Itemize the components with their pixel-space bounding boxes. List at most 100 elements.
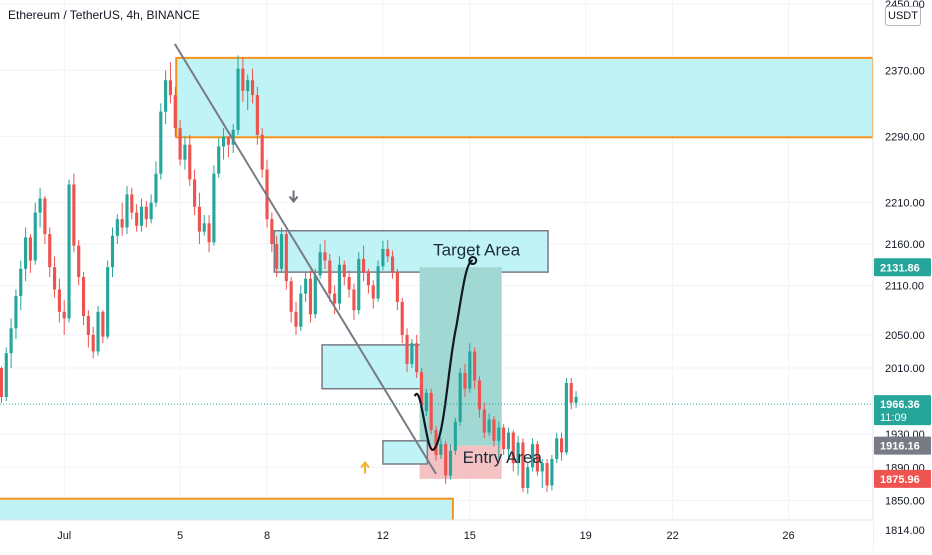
drawings: Target Area Entry Area — [0, 43, 873, 475]
y-tick-label: 2010.00 — [885, 363, 925, 375]
candle-body — [328, 260, 332, 294]
candle-body — [236, 68, 240, 130]
candle-body — [28, 237, 32, 261]
candle-body — [545, 463, 549, 486]
candle-body — [535, 444, 539, 472]
candle-body — [337, 264, 342, 304]
candle-body — [52, 267, 57, 290]
candle-body — [135, 212, 139, 226]
candle-body — [400, 301, 404, 335]
entry-zone — [382, 440, 429, 465]
candle-body — [193, 179, 197, 207]
candle-body — [125, 194, 129, 228]
candle-body — [9, 328, 13, 354]
candle-body — [19, 268, 23, 297]
candle-body — [159, 111, 163, 174]
candle-body — [250, 80, 255, 96]
candle-body — [24, 237, 28, 269]
candle-body — [197, 206, 201, 232]
currency-badge[interactable]: USDT — [885, 6, 921, 26]
candle-body — [139, 206, 144, 226]
candle-body — [48, 234, 52, 268]
candle-body — [91, 334, 95, 352]
target-price-tag-bg — [874, 258, 931, 277]
candle-body — [183, 144, 187, 160]
arrow-down-icon — [288, 190, 299, 204]
x-tick-label: 19 — [580, 530, 592, 542]
candle-body — [130, 194, 134, 213]
x-tick-label: 5 — [177, 530, 183, 542]
candle-body — [333, 293, 337, 304]
candle-body — [362, 258, 366, 273]
projection-endpoint — [468, 256, 478, 266]
stop-price-tag-text: 1875.96 — [880, 474, 920, 486]
candle-body — [429, 392, 433, 431]
candle-body — [453, 421, 457, 451]
loss-area — [419, 445, 502, 479]
x-tick-label: 22 — [666, 530, 678, 542]
trendline — [173, 43, 437, 475]
candle-body — [115, 219, 119, 236]
y-tick-label: 2160.00 — [885, 239, 925, 251]
candle-body — [226, 136, 230, 145]
candle-body — [555, 438, 559, 460]
candle-body — [255, 95, 259, 135]
candle-body — [178, 128, 182, 160]
candle-body — [487, 419, 491, 433]
candle-body — [463, 373, 467, 389]
candle-body — [86, 315, 90, 335]
candle-body — [492, 419, 496, 441]
candle-body — [564, 382, 568, 453]
candle-body — [516, 442, 520, 464]
candle-body — [96, 311, 100, 352]
candle-body — [415, 343, 419, 373]
candle-body — [279, 234, 284, 269]
candle-body — [173, 95, 177, 129]
candle-body — [43, 198, 47, 235]
stop-price-tag-bg — [874, 469, 931, 488]
candles — [0, 55, 578, 494]
candle-body — [352, 289, 356, 311]
candle-body — [347, 277, 351, 290]
candle-body — [33, 212, 37, 261]
candle-body — [506, 432, 511, 450]
zones — [0, 56, 874, 555]
x-tick-label: Jul — [57, 530, 71, 542]
chart-title: Ethereum / TetherUS, 4h, BINANCE — [8, 8, 200, 22]
candle-body — [405, 334, 409, 364]
candle-body — [540, 463, 544, 472]
supply-zone-top — [175, 56, 874, 139]
candle-body — [458, 373, 462, 422]
y-tick-label: 1850.00 — [885, 495, 925, 507]
candle-body — [120, 219, 124, 228]
candle-body — [144, 206, 148, 220]
candle-body — [14, 296, 18, 329]
candle-body — [323, 252, 327, 261]
candle-body — [448, 450, 453, 476]
candle-body — [371, 285, 375, 299]
candle-body — [559, 438, 564, 453]
candle-body — [275, 243, 279, 269]
candle-body — [511, 432, 515, 464]
candle-body — [497, 427, 501, 441]
candle-body — [77, 245, 81, 278]
candle-body — [217, 146, 221, 174]
candle-body — [241, 68, 245, 91]
candle-body — [154, 173, 158, 203]
candle-body — [67, 184, 71, 319]
arrow-up-icon — [360, 461, 370, 474]
candle-body — [473, 351, 477, 381]
candle-body — [390, 256, 395, 273]
y-tick-label: 2210.00 — [885, 198, 925, 210]
y-tick-label: 2290.00 — [885, 131, 925, 143]
candle-body — [395, 272, 399, 302]
candle-body — [342, 264, 346, 278]
entry-price-tag-text: 1916.16 — [880, 441, 920, 453]
candle-body — [0, 368, 4, 397]
x-tick-label: 8 — [264, 530, 270, 542]
projection-path — [413, 259, 474, 451]
candle-body — [424, 392, 428, 412]
